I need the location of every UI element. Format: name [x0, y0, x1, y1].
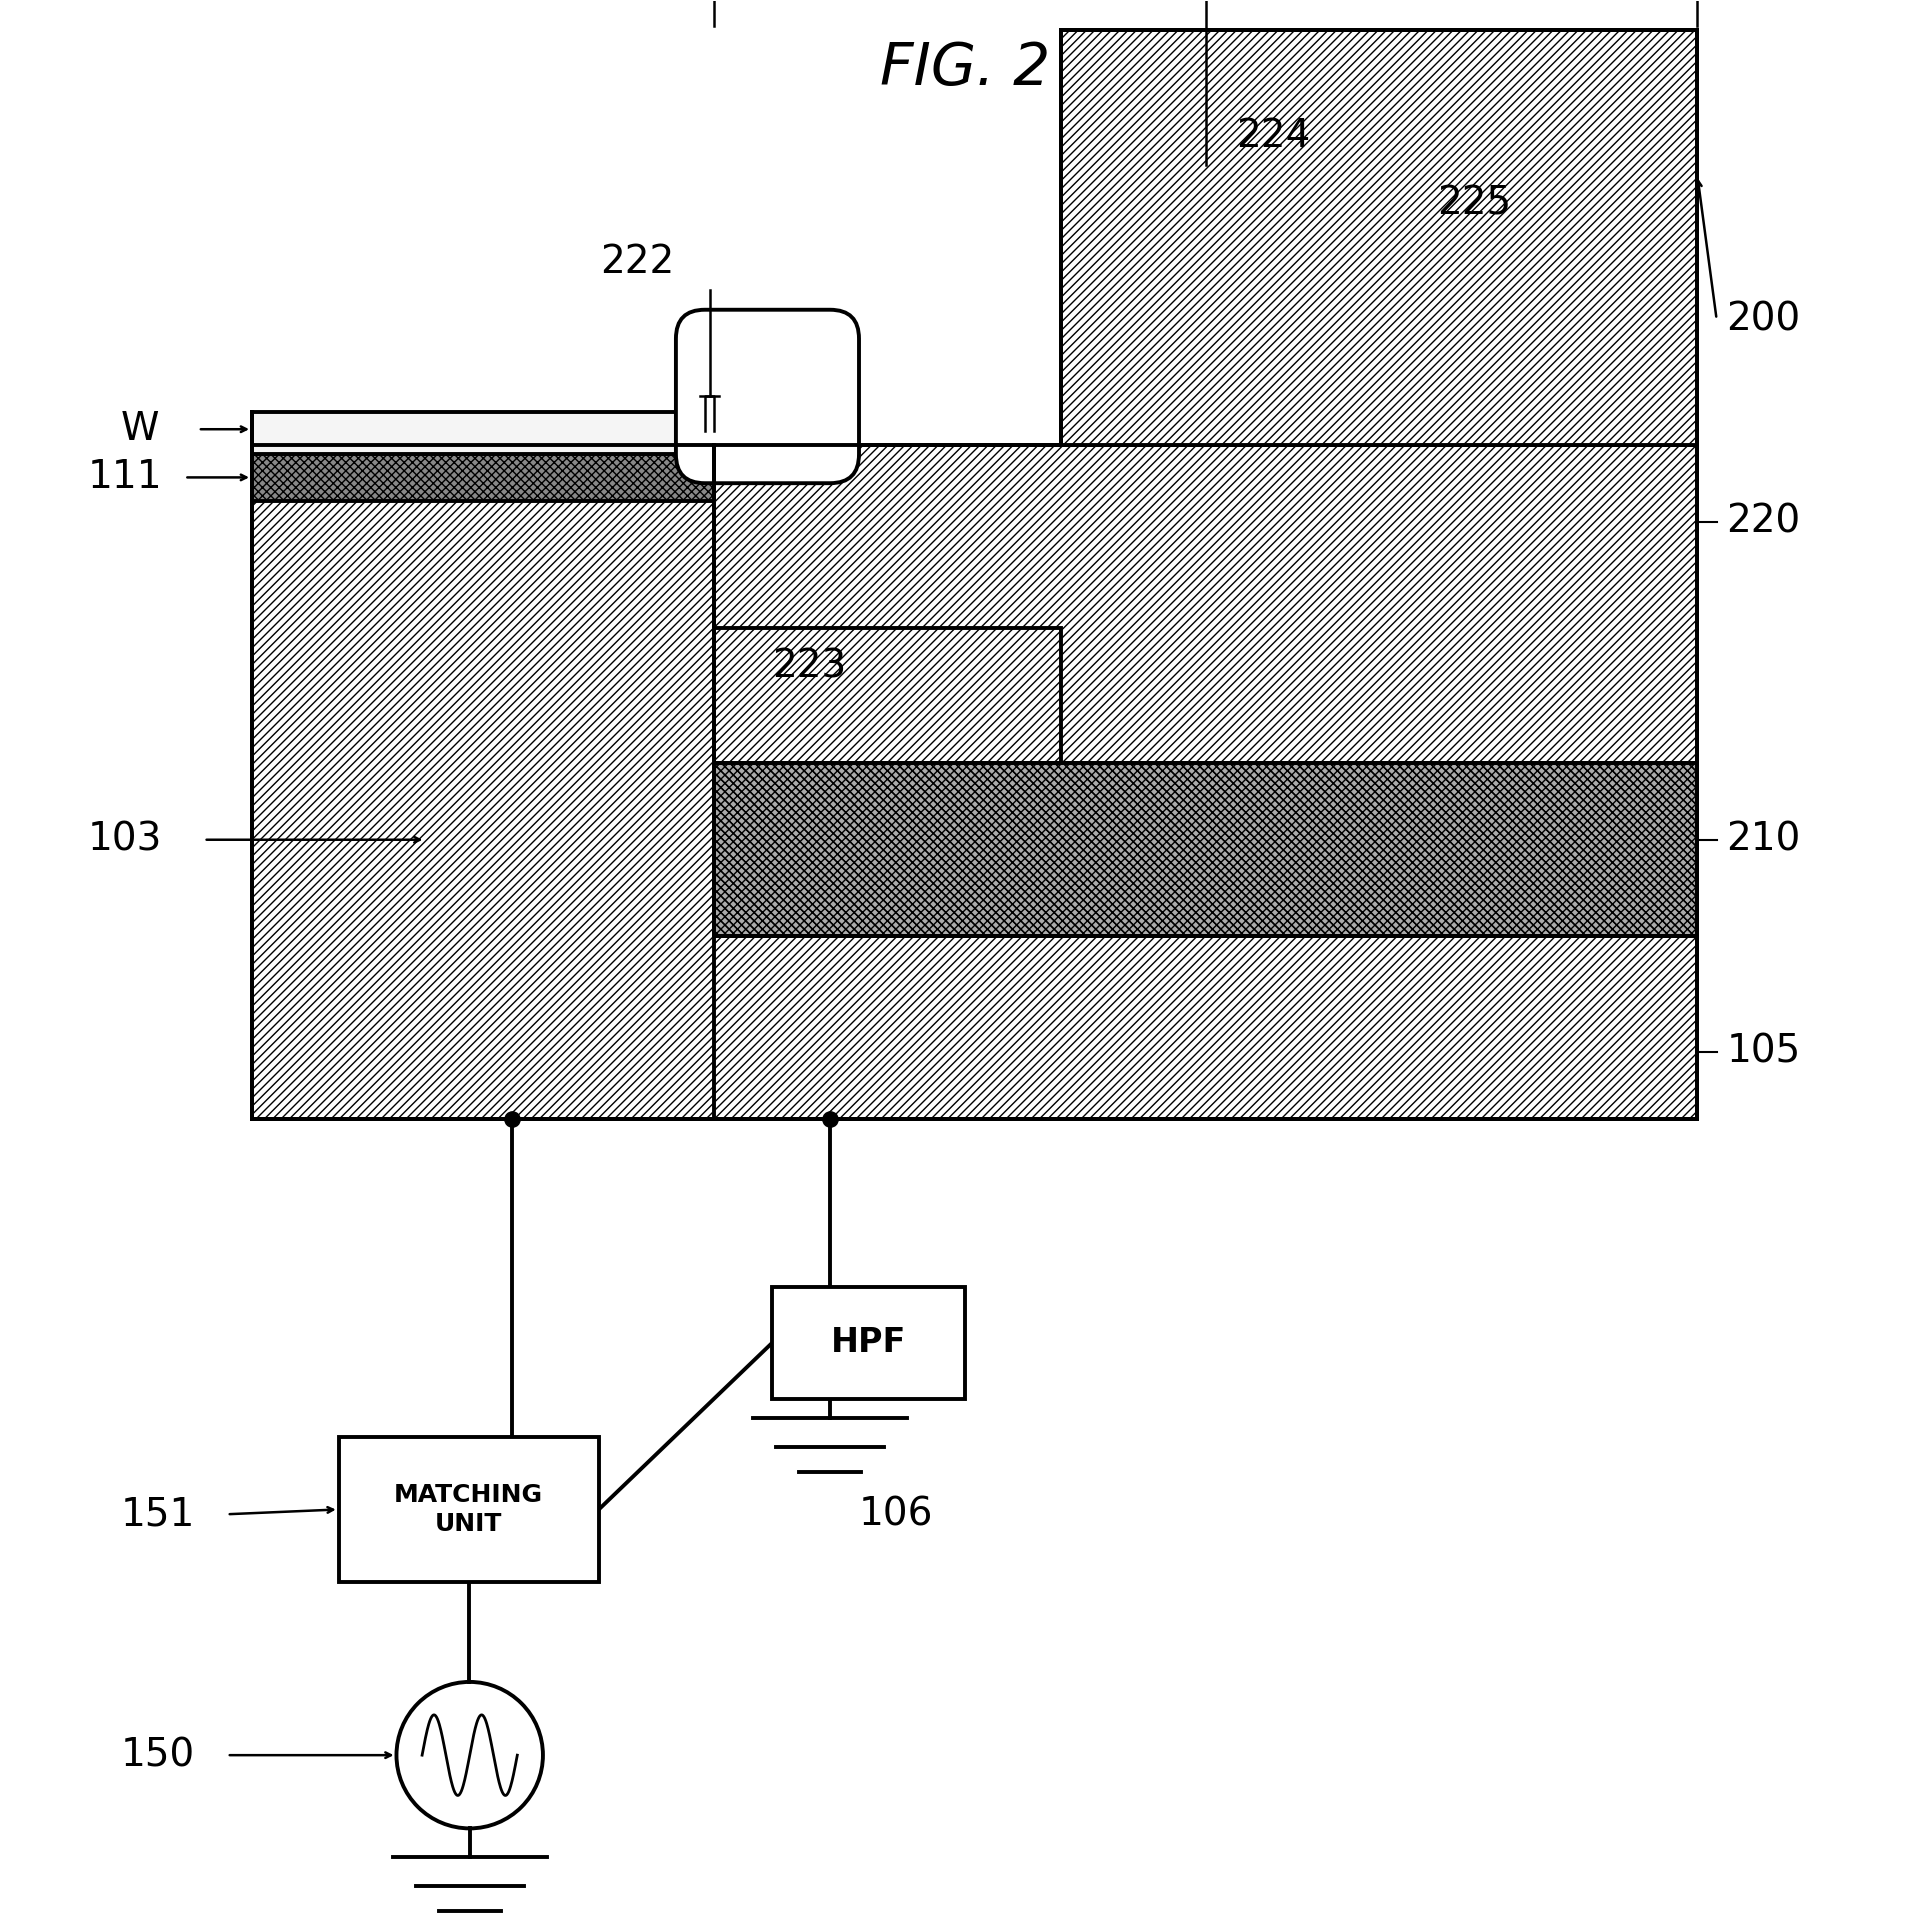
Text: 224: 224	[1237, 118, 1310, 154]
Text: MATCHING
UNIT: MATCHING UNIT	[394, 1482, 544, 1536]
Bar	[253, 444, 1696, 1119]
Text: 106: 106	[859, 1496, 934, 1532]
Text: 105: 105	[1725, 1033, 1801, 1071]
Text: 150: 150	[122, 1737, 195, 1774]
Text: 200: 200	[1725, 301, 1801, 338]
Bar	[1062, 31, 1696, 444]
Text: 151: 151	[122, 1496, 195, 1532]
Bar	[772, 1287, 965, 1399]
Text: 223: 223	[772, 647, 847, 685]
FancyBboxPatch shape	[676, 309, 859, 482]
Bar	[714, 627, 1062, 762]
Text: W: W	[122, 411, 160, 448]
Bar	[714, 762, 1696, 936]
Bar	[253, 411, 714, 454]
Bar	[338, 1438, 598, 1583]
Text: 225: 225	[1438, 185, 1511, 222]
Text: 103: 103	[89, 820, 162, 859]
Text: 111: 111	[89, 459, 162, 496]
Text: 222: 222	[600, 243, 674, 280]
Text: FIG. 2: FIG. 2	[880, 41, 1050, 96]
Bar	[253, 454, 714, 500]
Text: HPF: HPF	[832, 1326, 907, 1359]
Bar	[714, 444, 1696, 762]
Text: 220: 220	[1725, 502, 1801, 540]
Bar	[714, 762, 1696, 936]
Text: 210: 210	[1725, 820, 1801, 859]
